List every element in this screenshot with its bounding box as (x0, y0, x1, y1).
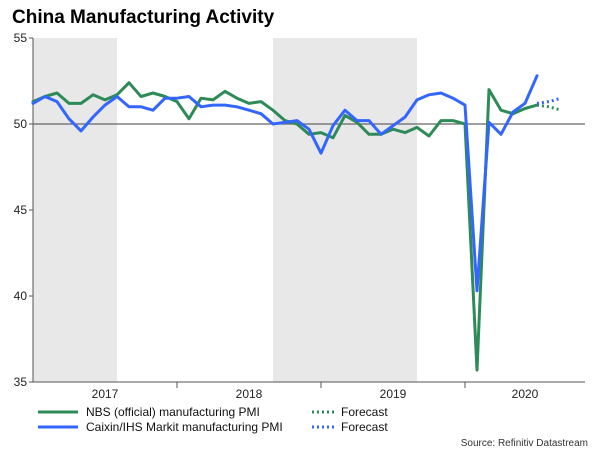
legend-label-caixin: Caixin/IHS Markit manufacturing PMI (86, 420, 283, 434)
x-year-label-2019: 2019 (380, 387, 407, 401)
series-line-2 (536, 103, 562, 112)
series-layer (31, 74, 562, 372)
series-line-0 (31, 81, 539, 372)
series-line-1 (31, 74, 539, 293)
chart-title: China Manufacturing Activity (12, 7, 275, 28)
x-year-label-2018: 2018 (236, 387, 263, 401)
legend-label-caixin-forecast: Forecast (341, 420, 388, 434)
y-tick-label-35: 35 (14, 375, 28, 389)
y-tick-label-40: 40 (14, 289, 28, 303)
y-tick-label-45: 45 (14, 203, 28, 217)
legend: NBS (official) manufacturing PMI Caixin/… (38, 405, 388, 434)
source-note: Source: Refinitiv Datastream (461, 438, 588, 449)
shaded-periods (33, 38, 417, 382)
shaded-period-0 (33, 38, 117, 382)
x-year-labels: 2017 2018 2019 2020 (92, 382, 539, 401)
y-ticks: 35 40 45 50 55 (14, 31, 33, 389)
series-line-3 (536, 96, 562, 105)
legend-label-nbs-forecast: Forecast (341, 405, 388, 419)
shaded-period-1 (273, 38, 417, 382)
y-tick-label-50: 50 (14, 117, 28, 131)
x-year-label-2017: 2017 (92, 387, 119, 401)
x-year-label-2020: 2020 (512, 387, 539, 401)
legend-label-nbs: NBS (official) manufacturing PMI (86, 405, 260, 419)
y-tick-label-55: 55 (14, 31, 28, 45)
